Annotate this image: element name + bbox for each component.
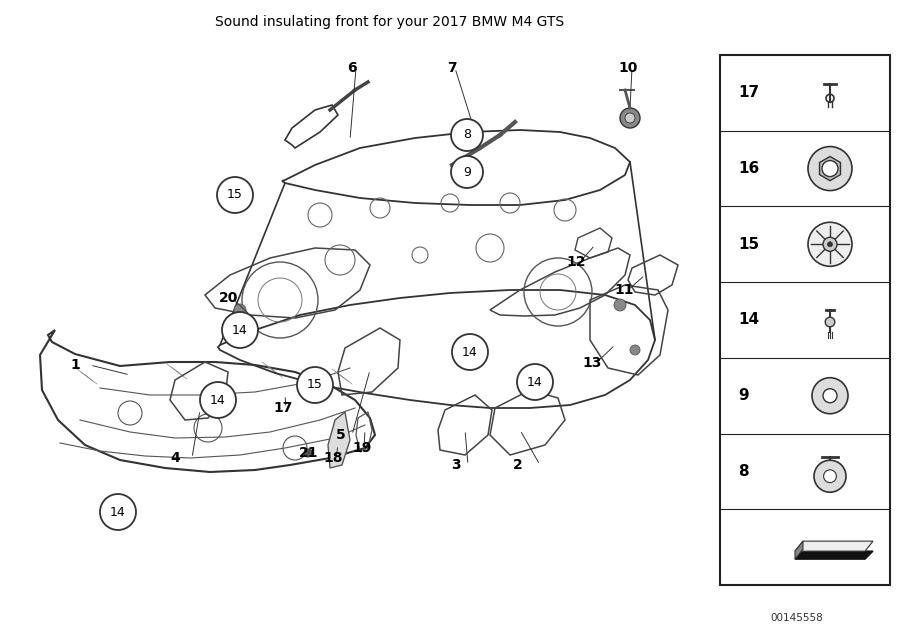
Circle shape: [620, 108, 640, 128]
Text: 14: 14: [232, 324, 248, 336]
Text: 14: 14: [462, 345, 478, 359]
Text: 7: 7: [447, 61, 457, 75]
Text: 5: 5: [336, 428, 346, 442]
Text: 1: 1: [70, 358, 80, 372]
Circle shape: [827, 242, 832, 247]
Circle shape: [222, 312, 258, 348]
Circle shape: [822, 160, 838, 177]
Text: 10: 10: [618, 61, 638, 75]
Text: 13: 13: [582, 356, 602, 370]
Circle shape: [823, 237, 837, 251]
Text: 14: 14: [110, 506, 126, 518]
Text: 9: 9: [738, 388, 749, 403]
Text: 15: 15: [738, 237, 759, 252]
Text: 15: 15: [307, 378, 323, 392]
Text: 17: 17: [738, 85, 759, 100]
Text: 20: 20: [220, 291, 238, 305]
Text: 17: 17: [274, 401, 292, 415]
Text: 19: 19: [352, 441, 372, 455]
Circle shape: [812, 378, 848, 413]
Text: 11: 11: [614, 283, 634, 297]
Circle shape: [808, 223, 852, 266]
Circle shape: [234, 304, 246, 316]
Text: 3: 3: [451, 458, 461, 472]
Circle shape: [825, 317, 835, 327]
Polygon shape: [328, 412, 350, 468]
Text: 6: 6: [347, 61, 356, 75]
Text: 12: 12: [566, 255, 586, 269]
Text: 14: 14: [527, 375, 543, 389]
Circle shape: [451, 119, 483, 151]
Circle shape: [304, 449, 312, 457]
Circle shape: [297, 367, 333, 403]
Text: 15: 15: [227, 188, 243, 202]
Text: 2: 2: [513, 458, 523, 472]
Circle shape: [451, 156, 483, 188]
Polygon shape: [795, 541, 873, 551]
Circle shape: [814, 460, 846, 492]
Text: 4: 4: [170, 451, 180, 465]
Text: 8: 8: [738, 464, 749, 479]
Circle shape: [824, 470, 836, 483]
Text: 8: 8: [463, 128, 471, 141]
Text: 14: 14: [210, 394, 226, 406]
Circle shape: [452, 334, 488, 370]
Text: 9: 9: [464, 165, 471, 179]
Text: 21: 21: [299, 446, 319, 460]
Circle shape: [823, 389, 837, 403]
Text: 00145558: 00145558: [770, 613, 824, 623]
Polygon shape: [820, 156, 841, 181]
Bar: [720, 55, 890, 585]
Circle shape: [625, 113, 635, 123]
Polygon shape: [795, 541, 803, 559]
Circle shape: [808, 146, 852, 191]
Circle shape: [100, 494, 136, 530]
Text: Sound insulating front for your 2017 BMW M4 GTS: Sound insulating front for your 2017 BMW…: [215, 15, 564, 29]
Circle shape: [630, 345, 640, 355]
Circle shape: [200, 382, 236, 418]
Text: 18: 18: [323, 451, 343, 465]
Polygon shape: [795, 551, 873, 559]
Text: 16: 16: [738, 161, 760, 176]
Circle shape: [614, 299, 626, 311]
Circle shape: [517, 364, 553, 400]
Circle shape: [217, 177, 253, 213]
Text: 14: 14: [738, 312, 759, 328]
